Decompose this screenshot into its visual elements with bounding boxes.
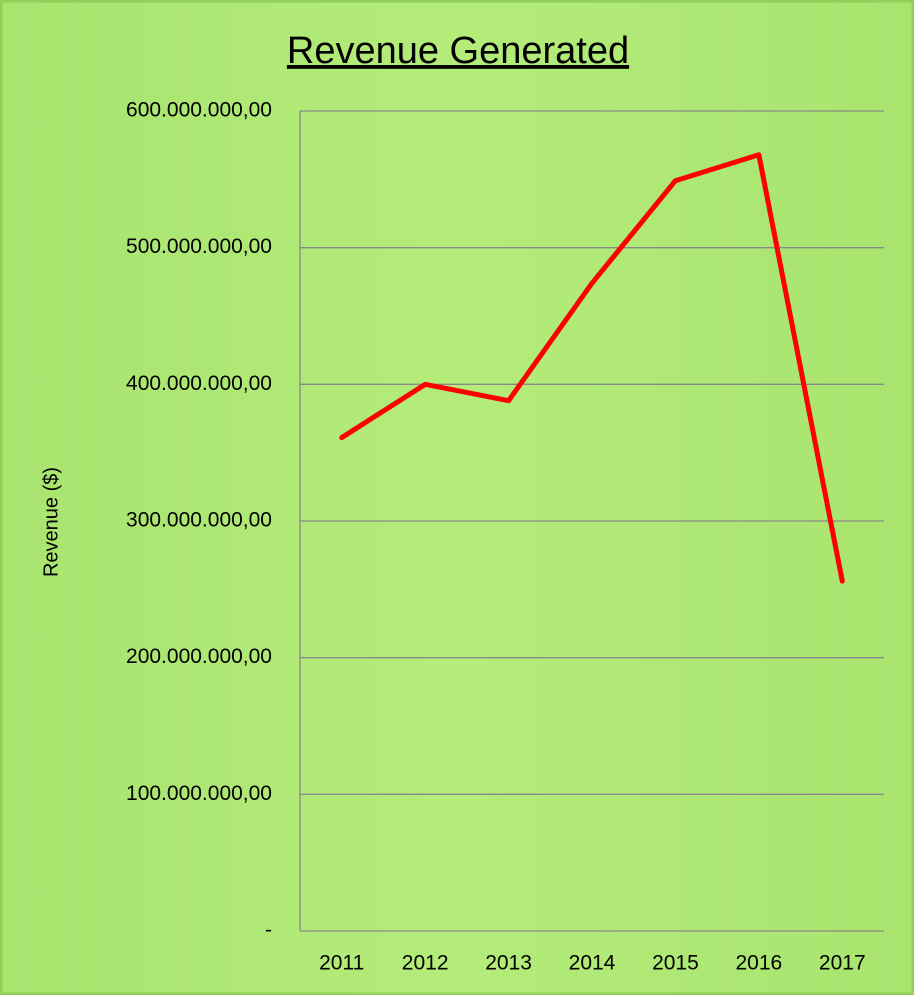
y-axis-title: Revenue ($) — [40, 467, 62, 577]
x-tick-label: 2015 — [652, 952, 699, 975]
y-tick-label: 400.000.000,00 — [126, 372, 272, 395]
x-tick-label: 2012 — [402, 952, 449, 975]
x-tick-label: 2016 — [735, 952, 782, 975]
chart-title: Revenue Generated — [287, 30, 629, 72]
line-series — [339, 152, 845, 584]
x-tick-label: 2011 — [319, 952, 364, 975]
y-tick-label: 100.000.000,00 — [126, 782, 272, 805]
y-tick-label: 300.000.000,00 — [126, 509, 272, 532]
y-tick-label: 600.000.000,00 — [126, 99, 272, 122]
x-tick-label: 2017 — [819, 952, 866, 975]
y-tick-label: 200.000.000,00 — [126, 645, 272, 668]
y-tick-label: - — [265, 919, 272, 942]
x-tick-label: 2013 — [485, 952, 532, 975]
x-tick-label: 2014 — [569, 952, 616, 975]
y-tick-label: 500.000.000,00 — [126, 235, 272, 258]
